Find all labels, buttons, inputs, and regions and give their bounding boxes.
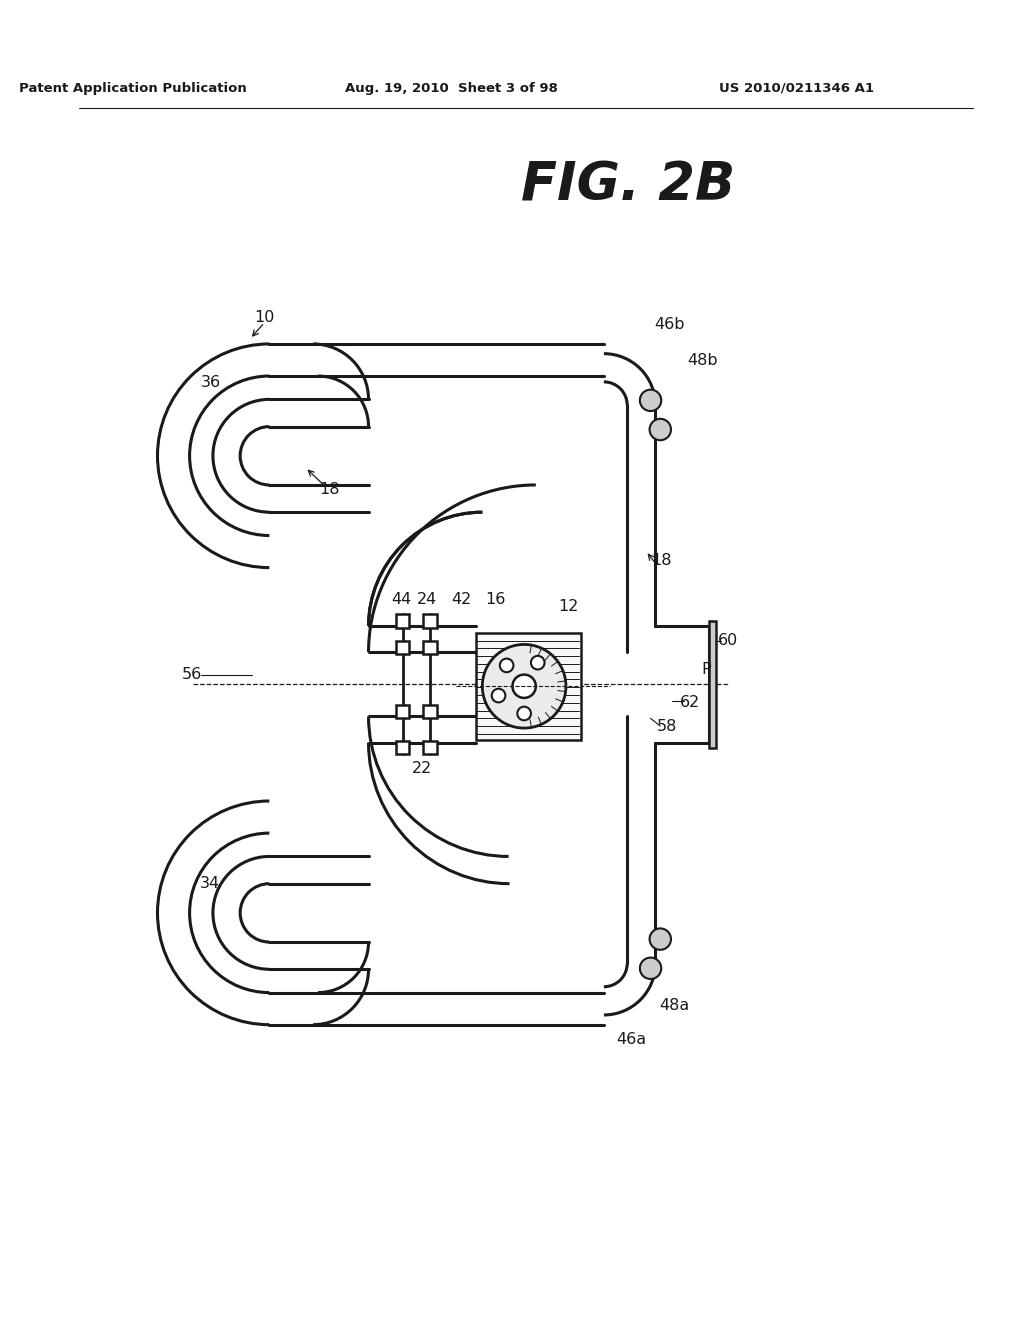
Text: Aug. 19, 2010  Sheet 3 of 98: Aug. 19, 2010 Sheet 3 of 98 <box>345 82 558 95</box>
Circle shape <box>649 418 671 440</box>
Bar <box>423 614 436 628</box>
Text: 16: 16 <box>484 593 505 607</box>
Text: 24: 24 <box>417 593 437 607</box>
Bar <box>395 705 410 718</box>
Text: US 2010/0211346 A1: US 2010/0211346 A1 <box>719 82 873 95</box>
Text: 36: 36 <box>201 375 221 391</box>
Circle shape <box>517 706 530 721</box>
Text: 18: 18 <box>651 553 672 569</box>
Bar <box>395 614 410 628</box>
Text: 48b: 48b <box>687 352 718 368</box>
Text: 62: 62 <box>680 696 700 710</box>
Circle shape <box>512 675 536 698</box>
Circle shape <box>482 644 566 729</box>
Text: 44: 44 <box>391 593 412 607</box>
Text: 48a: 48a <box>658 998 689 1012</box>
Text: 60: 60 <box>718 634 738 648</box>
Text: 46b: 46b <box>653 317 684 333</box>
Text: 12: 12 <box>559 599 579 614</box>
Text: FIG. 2B: FIG. 2B <box>521 160 735 211</box>
Circle shape <box>640 389 662 411</box>
Circle shape <box>530 656 545 669</box>
Bar <box>423 741 436 754</box>
Text: 34: 34 <box>200 876 220 891</box>
Circle shape <box>500 659 513 672</box>
Circle shape <box>492 689 506 702</box>
Text: 18: 18 <box>319 482 340 498</box>
Text: 56: 56 <box>181 667 202 682</box>
Bar <box>475 632 581 739</box>
Text: 10: 10 <box>254 310 274 325</box>
Bar <box>395 741 410 754</box>
Bar <box>395 640 410 655</box>
Bar <box>709 622 716 747</box>
Text: P: P <box>701 663 711 677</box>
Bar <box>423 640 436 655</box>
Circle shape <box>649 928 671 950</box>
Text: 46a: 46a <box>616 1032 646 1047</box>
Circle shape <box>640 957 662 979</box>
Text: 22: 22 <box>412 762 432 776</box>
Text: 58: 58 <box>657 718 677 734</box>
Text: 42: 42 <box>451 593 471 607</box>
Bar <box>423 705 436 718</box>
Text: Patent Application Publication: Patent Application Publication <box>19 82 247 95</box>
